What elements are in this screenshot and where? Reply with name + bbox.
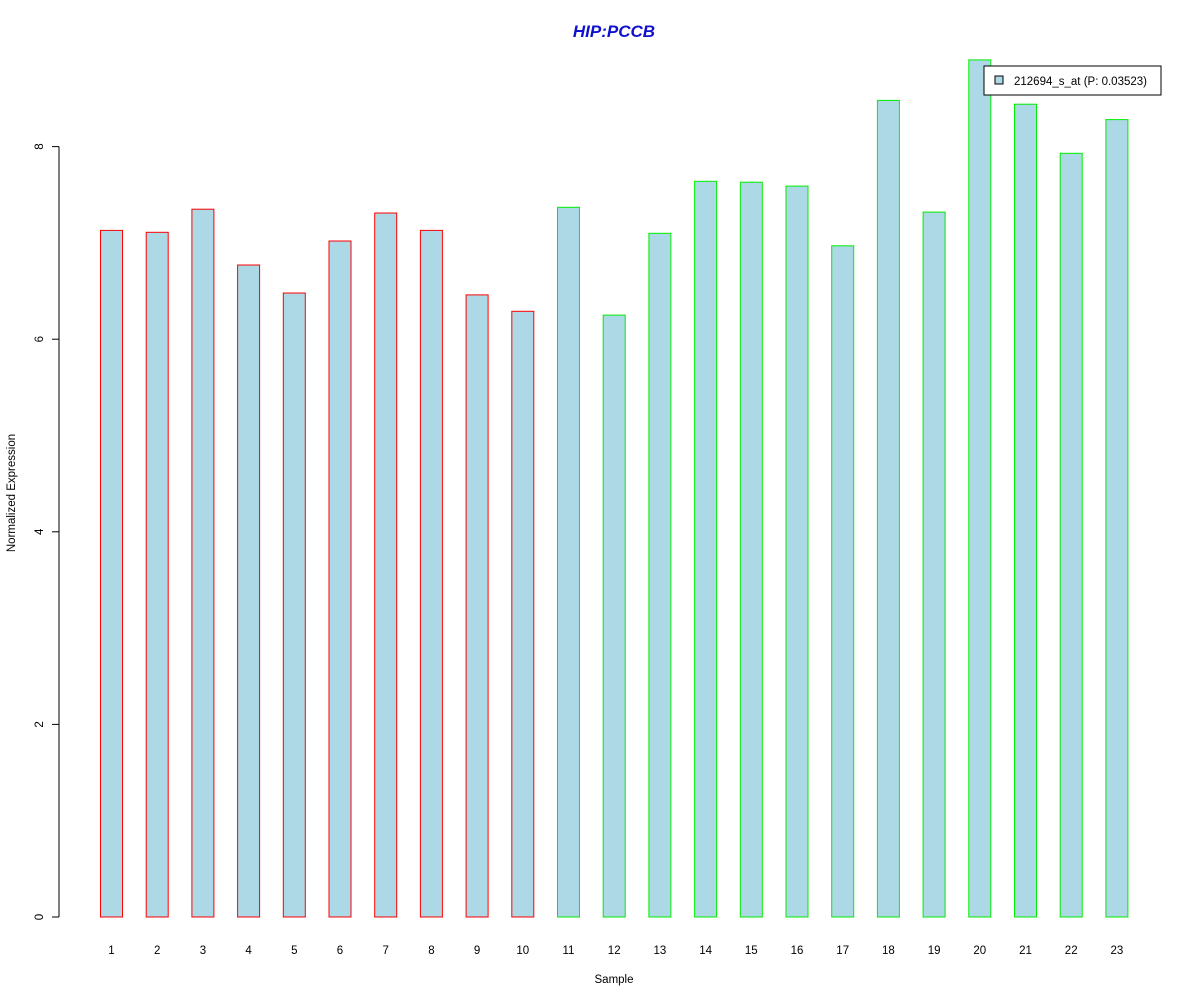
bar-sample-1 <box>100 229 123 918</box>
y-tick-label: 6 <box>34 336 46 342</box>
bar-sample-4 <box>237 264 261 918</box>
bar-sample-21 <box>1014 103 1037 918</box>
x-tick-label: 23 <box>1111 945 1124 957</box>
bar-sample-6 <box>328 240 352 918</box>
x-tick-label: 15 <box>745 945 758 957</box>
legend-swatch <box>994 75 1004 85</box>
x-tick-label: 8 <box>428 945 434 957</box>
x-tick-label: 20 <box>973 945 986 957</box>
x-tick-label: 13 <box>654 945 667 957</box>
bar-sample-8 <box>419 229 443 918</box>
bar-sample-19 <box>922 211 946 918</box>
x-tick-label: 18 <box>882 945 895 957</box>
bar-sample-14 <box>694 180 718 918</box>
y-tick-label: 8 <box>34 143 46 149</box>
y-tick-label: 0 <box>34 914 46 920</box>
x-tick-label: 17 <box>836 945 849 957</box>
bar-sample-15 <box>739 181 763 918</box>
chart-title: HIP:PCCB <box>573 22 655 41</box>
bar-sample-10 <box>511 310 535 918</box>
bar-sample-22 <box>1059 152 1083 918</box>
x-tick-label: 7 <box>382 945 388 957</box>
y-axis: 0 2 4 6 8 <box>34 143 60 920</box>
y-axis-label: Normalized Expression <box>6 434 18 552</box>
x-axis-label: Sample <box>595 974 634 986</box>
y-tick-label: 4 <box>34 528 46 535</box>
x-tick-label: 22 <box>1065 945 1078 957</box>
bar-series <box>100 59 1129 918</box>
bar-sample-11 <box>557 206 580 918</box>
bar-sample-20 <box>968 59 992 918</box>
x-tick-label: 4 <box>245 945 252 957</box>
x-tick-label: 10 <box>516 945 529 957</box>
x-tick-label: 1 <box>108 945 114 957</box>
x-tick-label: 16 <box>791 945 804 957</box>
y-tick-label: 2 <box>34 721 46 727</box>
bar-sample-16 <box>785 185 809 918</box>
x-tick-label: 19 <box>928 945 941 957</box>
x-tick-label: 12 <box>608 945 621 957</box>
legend-box <box>983 65 1162 96</box>
legend: 212694_s_at (P: 0.03523) <box>983 65 1162 96</box>
x-tick-label: 14 <box>699 945 712 957</box>
bar-sample-17 <box>831 245 855 918</box>
legend-label: 212694_s_at (P: 0.03523) <box>1014 76 1147 88</box>
x-tick-label: 6 <box>337 945 343 957</box>
bar-sample-12 <box>602 314 626 918</box>
x-tick-label: 2 <box>154 945 160 957</box>
x-tick-label: 9 <box>474 945 480 957</box>
bar-sample-7 <box>374 212 398 918</box>
bar-sample-3 <box>191 208 215 918</box>
x-tick-labels: 1 2 3 4 5 6 7 8 9 10 11 12 13 14 15 16 17 18 19 20 21 22 23 <box>108 945 1123 957</box>
bar-sample-23 <box>1105 119 1129 918</box>
bar-sample-13 <box>648 232 672 918</box>
x-tick-label: 3 <box>200 945 206 957</box>
x-tick-label: 5 <box>291 945 297 957</box>
bar-sample-18 <box>876 99 900 918</box>
x-tick-label: 21 <box>1019 945 1032 957</box>
bar-sample-2 <box>145 231 169 918</box>
bar-sample-9 <box>465 294 489 918</box>
x-tick-label: 11 <box>563 945 575 957</box>
bar-sample-5 <box>282 292 306 918</box>
